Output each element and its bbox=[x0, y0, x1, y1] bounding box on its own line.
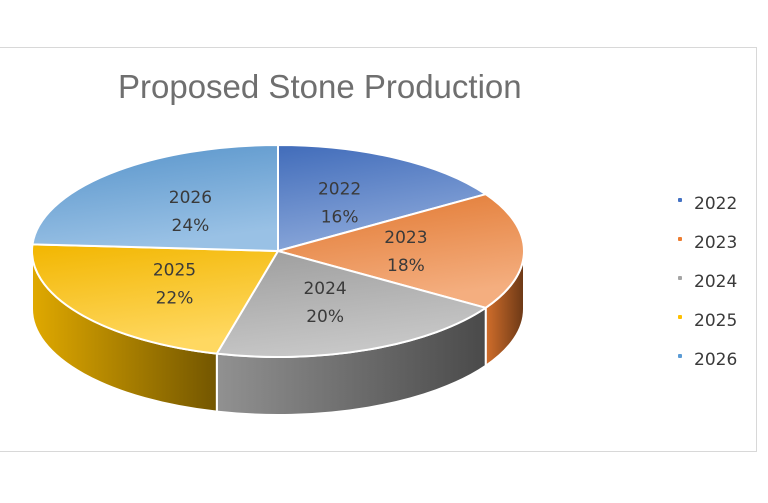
legend-swatch bbox=[678, 276, 682, 280]
pie-slice-2025 bbox=[31, 243, 279, 355]
slice-value-label: 22% bbox=[156, 288, 194, 308]
legend-label: 2025 bbox=[694, 311, 738, 331]
pie-slice-2022 bbox=[277, 144, 487, 252]
legend-label: 2024 bbox=[694, 272, 738, 292]
slice-category-label: 2023 bbox=[384, 228, 427, 248]
legend-label: 2026 bbox=[694, 350, 738, 370]
legend-label: 2023 bbox=[694, 233, 738, 253]
slice-category-label: 2025 bbox=[153, 260, 196, 280]
pie-top bbox=[31, 144, 525, 358]
slice-value-label: 18% bbox=[387, 256, 425, 276]
slice-value-label: 16% bbox=[321, 208, 359, 228]
legend-swatch bbox=[678, 315, 682, 319]
slice-category-label: 2024 bbox=[303, 279, 346, 299]
legend-swatch bbox=[678, 198, 682, 202]
chart-title: Proposed Stone Production bbox=[118, 68, 522, 105]
slice-value-label: 24% bbox=[172, 216, 210, 236]
pie-slice-2024 bbox=[215, 250, 487, 358]
legend-swatch bbox=[678, 237, 682, 241]
legend-label: 2022 bbox=[694, 194, 738, 214]
pie-slice-2023 bbox=[277, 193, 525, 309]
slice-value-label: 20% bbox=[306, 307, 344, 327]
pie-labels: 2022 16% 2023 18% 2024 20% 2025 22% 2026 24% bbox=[153, 180, 428, 328]
pie-slice-2026 bbox=[31, 144, 279, 252]
slice-category-label: 2026 bbox=[169, 188, 212, 208]
slice-category-label: 2022 bbox=[318, 180, 361, 200]
legend-swatch bbox=[678, 354, 682, 358]
